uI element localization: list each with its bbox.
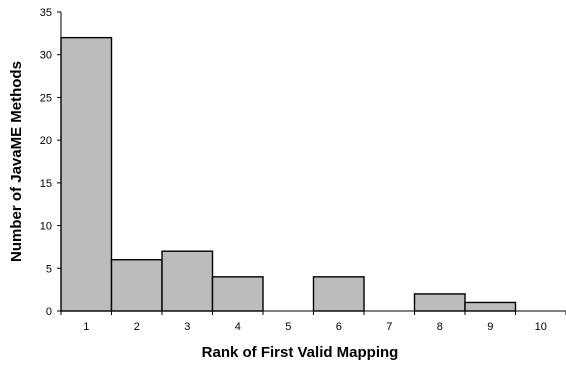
- x-tick-label: 6: [336, 321, 342, 333]
- bar-3: [161, 250, 214, 312]
- x-tick-label: 8: [437, 321, 443, 333]
- y-tick-label: 20: [40, 135, 52, 147]
- x-tick-label: 2: [134, 321, 140, 333]
- x-tick-label: 3: [184, 321, 190, 333]
- y-axis-title: Number of JavaME Methods: [8, 61, 25, 262]
- x-axis-title: Rank of First Valid Mapping: [202, 344, 399, 361]
- y-tick-label: 0: [46, 306, 52, 318]
- y-tick-label: 5: [46, 263, 52, 275]
- bars-group: [60, 36, 517, 312]
- bar-1: [60, 36, 113, 312]
- x-tick-label: 7: [386, 321, 392, 333]
- y-tick-label: 10: [40, 221, 52, 233]
- y-tick-label: 25: [40, 92, 52, 104]
- y-tick-label: 30: [40, 50, 52, 62]
- x-ticks-group: 1 2 3 4 5 6 7 8 9 10: [60, 311, 566, 333]
- x-tick-label: 5: [285, 321, 291, 333]
- bar-9: [464, 301, 517, 312]
- x-tick-label: 10: [535, 321, 547, 333]
- bar-8: [413, 293, 466, 312]
- y-tick-label: 15: [40, 178, 52, 190]
- y-tick-label: 35: [40, 7, 52, 19]
- x-tick-label: 1: [83, 321, 89, 333]
- y-ticks-group: 0 5 10 15 20 25 30 35: [40, 7, 61, 318]
- bar-6: [312, 276, 365, 312]
- x-tick-label: 4: [235, 321, 241, 333]
- x-tick-label: 9: [487, 321, 493, 333]
- bar-2: [110, 259, 163, 312]
- bar-4: [211, 276, 264, 312]
